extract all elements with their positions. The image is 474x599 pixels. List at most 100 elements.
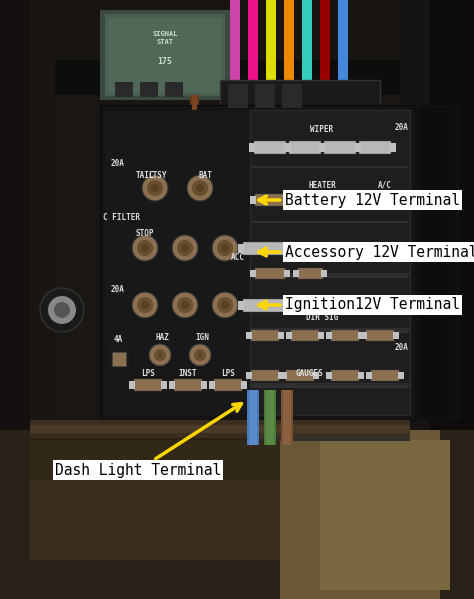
Bar xyxy=(248,0,258,110)
Bar xyxy=(238,244,244,253)
Bar xyxy=(250,270,256,277)
Bar xyxy=(255,268,285,279)
Text: LPS: LPS xyxy=(141,370,155,379)
Text: 4A: 4A xyxy=(113,335,123,344)
Bar xyxy=(249,143,255,152)
Bar xyxy=(246,372,252,379)
Bar xyxy=(379,197,385,204)
Bar xyxy=(238,301,244,310)
Bar xyxy=(293,270,299,277)
Bar xyxy=(321,270,327,277)
Bar xyxy=(112,352,126,366)
Text: Dash Light Terminal: Dash Light Terminal xyxy=(55,404,241,477)
Bar xyxy=(228,84,248,108)
Bar xyxy=(289,141,321,154)
Text: 20A: 20A xyxy=(111,286,125,295)
Text: 20A: 20A xyxy=(111,159,125,168)
Bar xyxy=(129,381,135,389)
Bar xyxy=(278,372,284,379)
Bar xyxy=(250,110,410,415)
Circle shape xyxy=(141,301,149,309)
Bar xyxy=(284,143,290,152)
Bar xyxy=(264,390,276,445)
Bar xyxy=(384,195,406,206)
Bar xyxy=(358,332,364,339)
Text: 20A: 20A xyxy=(395,123,409,132)
Bar xyxy=(286,332,292,339)
Bar xyxy=(30,480,390,560)
Bar xyxy=(250,438,410,441)
Bar xyxy=(209,381,215,389)
Text: HEATER: HEATER xyxy=(308,180,336,189)
Bar xyxy=(331,330,359,341)
Circle shape xyxy=(194,349,206,361)
Bar xyxy=(366,372,372,379)
Bar xyxy=(250,328,410,331)
Bar xyxy=(319,143,325,152)
Bar xyxy=(298,268,323,279)
Bar xyxy=(352,244,358,252)
Bar xyxy=(190,95,199,395)
Bar xyxy=(371,370,399,381)
Bar xyxy=(100,10,230,100)
Bar xyxy=(286,370,314,381)
Text: 175: 175 xyxy=(157,58,173,66)
Bar xyxy=(393,332,399,339)
Bar xyxy=(324,141,356,154)
Circle shape xyxy=(189,344,211,366)
Text: RADIO: RADIO xyxy=(310,256,334,265)
Circle shape xyxy=(181,244,189,252)
Bar xyxy=(252,221,408,223)
Bar xyxy=(354,197,360,204)
Bar xyxy=(30,440,390,540)
Bar xyxy=(354,196,360,204)
Bar xyxy=(296,244,302,253)
Bar xyxy=(108,348,130,370)
Circle shape xyxy=(151,184,159,192)
Text: STOP: STOP xyxy=(136,228,154,237)
Bar xyxy=(380,197,386,204)
Bar xyxy=(140,82,158,97)
Text: TAIL: TAIL xyxy=(136,171,154,180)
Bar xyxy=(241,381,247,389)
Bar xyxy=(30,425,410,433)
Circle shape xyxy=(177,240,193,256)
Circle shape xyxy=(212,292,238,318)
Text: 20A: 20A xyxy=(395,343,409,352)
Bar xyxy=(0,430,474,599)
Bar xyxy=(283,390,291,445)
Bar xyxy=(214,379,242,391)
Bar xyxy=(250,273,410,276)
Bar xyxy=(322,244,328,252)
Bar xyxy=(284,270,290,277)
Circle shape xyxy=(54,302,70,318)
Bar xyxy=(230,0,240,110)
Bar xyxy=(243,242,298,255)
Bar xyxy=(251,370,279,381)
Bar xyxy=(30,430,410,438)
Bar xyxy=(281,390,293,445)
Bar xyxy=(30,420,410,438)
Bar xyxy=(420,108,455,418)
Bar xyxy=(280,430,440,599)
Bar xyxy=(398,372,404,379)
Bar xyxy=(255,84,275,108)
Bar xyxy=(313,372,319,379)
Bar xyxy=(252,331,408,333)
Text: CTSY: CTSY xyxy=(149,171,167,180)
Bar xyxy=(108,18,222,93)
Bar xyxy=(169,381,175,389)
Circle shape xyxy=(177,297,193,313)
Bar xyxy=(358,372,364,379)
Bar xyxy=(249,390,257,445)
Bar xyxy=(115,82,133,97)
Text: WIPER: WIPER xyxy=(310,126,334,135)
Bar xyxy=(174,379,202,391)
Bar xyxy=(134,379,162,391)
Bar xyxy=(354,143,360,152)
Text: Battery 12V Terminal: Battery 12V Terminal xyxy=(259,192,460,207)
Circle shape xyxy=(217,240,233,256)
Bar xyxy=(359,141,391,154)
Bar xyxy=(251,330,279,341)
Bar xyxy=(105,110,250,415)
